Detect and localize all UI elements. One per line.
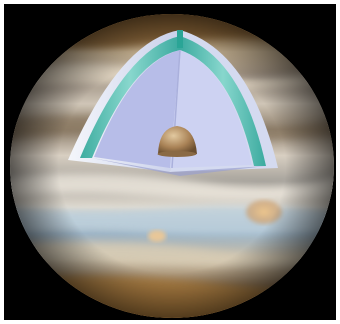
hemisphere-core-icon: [158, 126, 197, 154]
interior-cutaway: [68, 30, 278, 176]
metallic-hydrogen-face-left: [94, 50, 180, 168]
molecular-hydrogen-layer-right: [180, 36, 266, 166]
core-base: [157, 151, 197, 157]
cutaway-floor: [92, 158, 266, 176]
molecular-hydrogen-layer-left: [80, 36, 180, 158]
